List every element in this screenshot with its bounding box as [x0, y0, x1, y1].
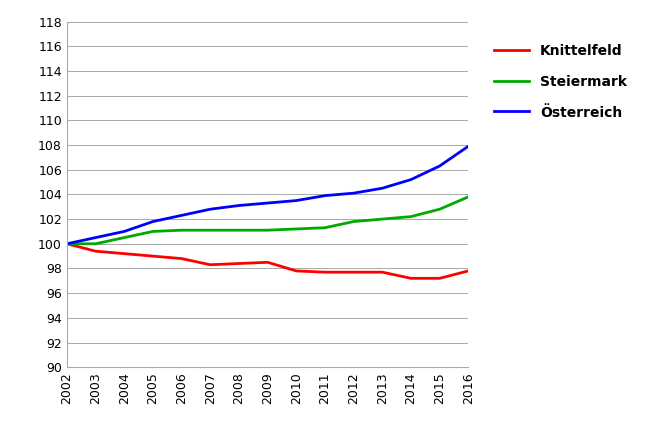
Steiermark — [464, 194, 472, 200]
Knittelfeld — [177, 256, 185, 261]
Knittelfeld — [206, 262, 214, 267]
Knittelfeld — [321, 270, 329, 275]
Steiermark — [292, 226, 300, 232]
Line: Steiermark: Steiermark — [67, 197, 468, 244]
Steiermark — [350, 219, 358, 224]
Knittelfeld — [350, 270, 358, 275]
Steiermark — [321, 225, 329, 230]
Österreich — [264, 200, 272, 206]
Steiermark — [235, 228, 243, 233]
Steiermark — [407, 214, 415, 219]
Österreich — [407, 177, 415, 182]
Legend: Knittelfeld, Steiermark, Österreich: Knittelfeld, Steiermark, Österreich — [488, 39, 632, 125]
Steiermark — [63, 241, 71, 246]
Steiermark — [378, 216, 386, 222]
Österreich — [292, 198, 300, 203]
Knittelfeld — [92, 248, 100, 254]
Knittelfeld — [407, 276, 415, 281]
Steiermark — [92, 241, 100, 246]
Österreich — [149, 219, 157, 224]
Österreich — [92, 235, 100, 240]
Österreich — [464, 144, 472, 149]
Knittelfeld — [63, 241, 71, 246]
Österreich — [378, 186, 386, 191]
Knittelfeld — [235, 261, 243, 266]
Steiermark — [436, 206, 444, 212]
Steiermark — [149, 229, 157, 234]
Knittelfeld — [378, 270, 386, 275]
Österreich — [321, 193, 329, 198]
Knittelfeld — [436, 276, 444, 281]
Steiermark — [120, 235, 128, 240]
Österreich — [235, 203, 243, 208]
Steiermark — [177, 228, 185, 233]
Österreich — [350, 191, 358, 196]
Knittelfeld — [120, 251, 128, 256]
Line: Knittelfeld: Knittelfeld — [67, 244, 468, 278]
Knittelfeld — [464, 268, 472, 273]
Österreich — [436, 163, 444, 168]
Österreich — [177, 213, 185, 218]
Steiermark — [206, 228, 214, 233]
Österreich — [206, 206, 214, 212]
Österreich — [63, 241, 71, 246]
Österreich — [120, 229, 128, 234]
Line: Österreich: Österreich — [67, 146, 468, 244]
Steiermark — [264, 228, 272, 233]
Knittelfeld — [149, 254, 157, 259]
Knittelfeld — [292, 268, 300, 273]
Knittelfeld — [264, 260, 272, 265]
